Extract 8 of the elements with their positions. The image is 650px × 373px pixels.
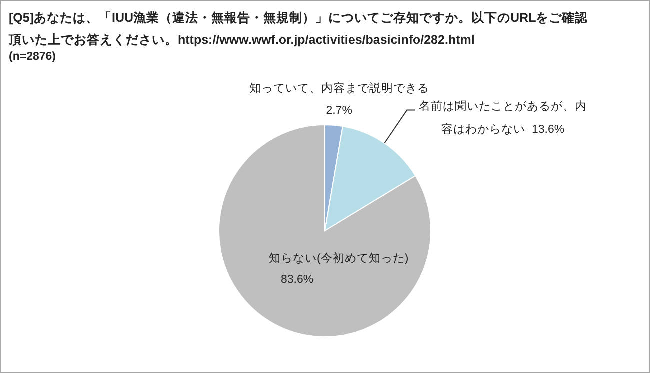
- data-label: 2.7%: [326, 105, 352, 118]
- slice-label: 名前は聞いたことがあるが、内容はわからない 13.6%: [418, 100, 588, 138]
- pie-slice: [218, 124, 432, 338]
- slice-label: 知っていて、内容まで説明できる: [248, 81, 430, 98]
- chart-title: [Q5]あなたは、「IUU漁業（違法・無報告・無規制）」についてご存知ですか。以下のURLをご確認頂いた上でお答えください。https://www.wwf.or.jp/activities/basicinfo/282.html: [9, 10, 590, 49]
- slice-label: 知らない(今初めて知った): [269, 251, 409, 268]
- text: (n=2876): [9, 51, 56, 63]
- data-label: 83.6%: [280, 273, 315, 288]
